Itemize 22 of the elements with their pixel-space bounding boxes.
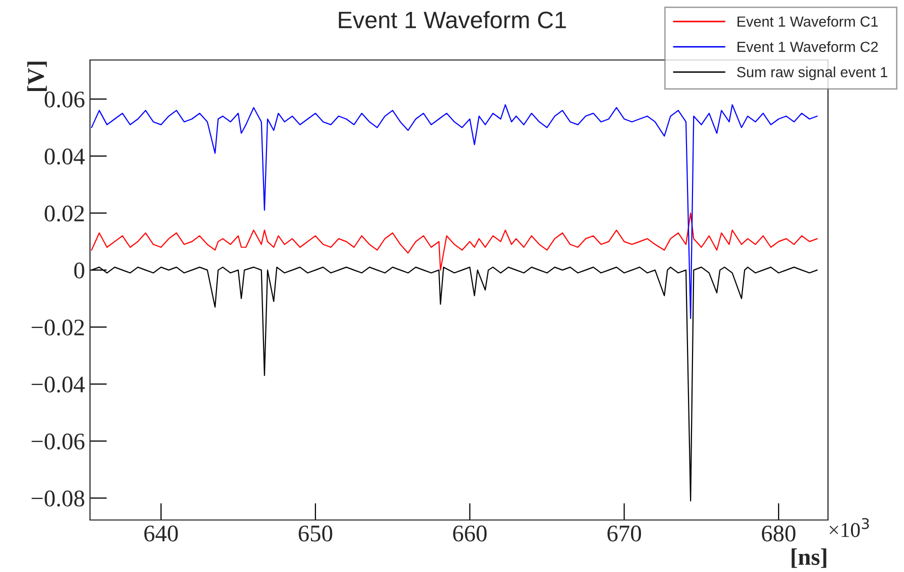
chart-title: Event 1 Waveform C1 bbox=[338, 11, 566, 28]
x-tick-label: 660 bbox=[453, 526, 487, 542]
y-tick-label: 0.06 bbox=[44, 92, 84, 108]
text: ×10$^{3}$ bbox=[830, 518, 869, 538]
legend-label: Event 1 Waveform C1 bbox=[738, 16, 878, 27]
line-series bbox=[90, 212, 818, 271]
legend-label: Sum raw signal event 1 bbox=[737, 66, 888, 80]
y-axis-title: [V] bbox=[27, 62, 47, 92]
y-tick-label: −0.06 bbox=[32, 434, 84, 450]
y-tick-label: 0 bbox=[74, 262, 84, 278]
x-tick-label: 650 bbox=[298, 526, 332, 542]
legend-label: Event 1 Waveform C2 bbox=[738, 41, 878, 52]
y-tick-label: −0.04 bbox=[32, 376, 85, 393]
x-tick-label: 670 bbox=[608, 526, 642, 542]
y-tick-label: 0.04 bbox=[44, 148, 85, 165]
x-axis-title: [ns] bbox=[792, 548, 826, 568]
x-tick-label: 640 bbox=[144, 526, 178, 542]
line-series bbox=[90, 104, 818, 320]
y-tick-label: −0.08 bbox=[32, 490, 84, 507]
y-tick-label: −0.02 bbox=[32, 320, 84, 336]
x-tick-label: 680 bbox=[762, 526, 796, 542]
y-tick-label: 0.02 bbox=[44, 206, 84, 222]
